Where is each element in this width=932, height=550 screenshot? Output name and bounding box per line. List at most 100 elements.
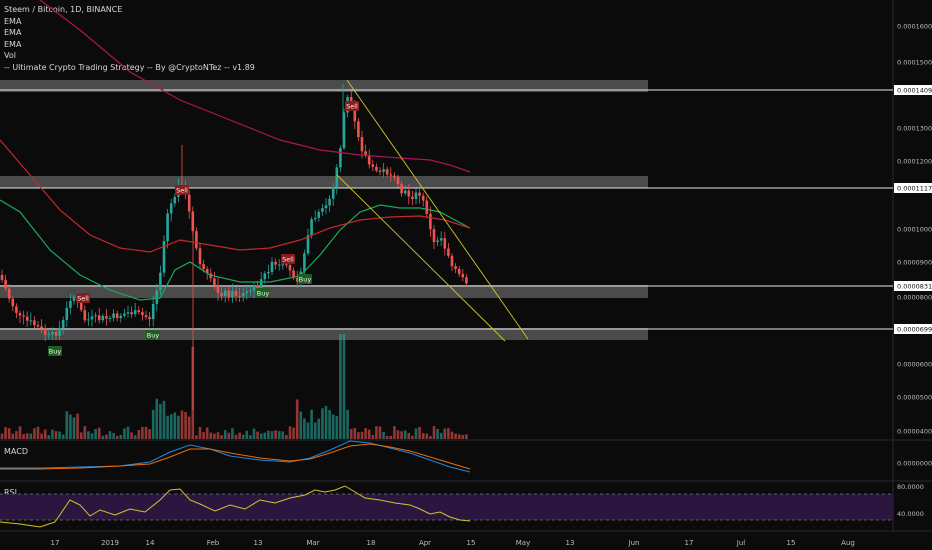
price-tick: 0.0000500 [897, 394, 932, 402]
volume-bar [324, 405, 328, 439]
candle-body [54, 331, 58, 336]
rsi-tick: 40.0000 [897, 510, 924, 518]
candle-body [87, 319, 90, 321]
volume-bar [263, 432, 267, 439]
signal-buy-marker[interactable] [256, 288, 270, 298]
candle-body [40, 326, 43, 329]
volume-bar [133, 435, 137, 439]
signal-sell-label: Sell [346, 103, 358, 111]
volume-bar [101, 435, 105, 439]
candle-body [144, 315, 148, 318]
volume-bar [328, 410, 331, 439]
candle-body [205, 269, 209, 274]
volume-bar [393, 426, 396, 439]
candle-body [436, 240, 439, 243]
candle-body [141, 312, 144, 316]
price-tick: 0.0001600 [897, 23, 932, 31]
volume-bar [130, 432, 133, 439]
candle-body [371, 164, 375, 167]
signal-sell-marker[interactable] [76, 293, 90, 303]
signal-sell-marker[interactable] [175, 185, 189, 195]
volume-bar [54, 431, 58, 439]
indicator-ema-2[interactable]: EMA [4, 28, 22, 37]
candle-body [4, 279, 7, 289]
volume-bar [321, 408, 324, 439]
time-label: Jun [628, 539, 640, 547]
volume-bar [216, 432, 220, 439]
candle-body [130, 312, 133, 315]
price-label-highlighted: 0.0000699 [897, 326, 932, 334]
volume-bar [317, 418, 321, 439]
time-label: 17 [51, 539, 60, 547]
volume-bar [295, 399, 299, 439]
signal-buy-label: Buy [49, 348, 62, 356]
candle-body [36, 325, 40, 327]
trendline-upper [346, 79, 529, 340]
candle-body [396, 176, 400, 185]
volume-bar [292, 427, 295, 439]
candle-body [69, 300, 72, 308]
candle-body [223, 290, 227, 297]
volume-bar [267, 430, 270, 439]
candle-body [331, 187, 335, 199]
candle-body [234, 291, 238, 296]
time-label: 13 [566, 539, 575, 547]
candle-body [421, 195, 425, 201]
signal-buy-marker[interactable] [48, 346, 62, 356]
sr-zone [0, 328, 648, 340]
indicator-ema-3[interactable]: EMA [4, 39, 22, 49]
volume-bar [169, 414, 173, 439]
candle-body [61, 320, 65, 328]
volume-bar [209, 432, 213, 439]
candle-body [367, 154, 371, 165]
volume-bar [331, 414, 335, 439]
candle-body [375, 166, 378, 171]
candle-body [429, 213, 432, 230]
candle-body [259, 279, 263, 290]
indicator-strategy[interactable]: -- Ultimate Crypto Trading Strategy -- B… [4, 62, 255, 72]
signal-sell-label: Sell [282, 256, 294, 264]
volume-bar [83, 426, 87, 439]
candle-body [407, 190, 411, 197]
volume-bar [303, 418, 306, 439]
symbol-title[interactable]: Steem / Bitcoin, 1D, BINANCE [4, 5, 123, 14]
volume-bar [447, 428, 450, 439]
volume-bar [285, 435, 288, 439]
indicator-ema-1[interactable]: EMA [4, 16, 22, 26]
candle-body [324, 205, 328, 209]
candle-body [155, 290, 159, 304]
candle-body [457, 268, 461, 274]
candle-body [47, 334, 51, 336]
volume-bar [375, 426, 378, 439]
signal-buy-marker[interactable] [298, 274, 312, 284]
price-label-box [894, 281, 932, 291]
candle-body [90, 316, 94, 320]
volume-bar [4, 427, 7, 439]
candle-body [292, 270, 295, 278]
indicator-volume[interactable]: Vol [4, 51, 16, 60]
candle-body [432, 229, 436, 243]
volume-bar [227, 432, 231, 439]
volume-bar [465, 434, 468, 439]
volume-bar [259, 433, 263, 439]
candle-body [198, 248, 202, 265]
candle-body [389, 174, 393, 176]
volume-bar [439, 433, 443, 439]
volume-bar [177, 415, 180, 439]
signal-buy-marker[interactable] [146, 330, 160, 340]
volume-bar [421, 433, 425, 439]
candle-body [274, 261, 277, 265]
signal-sell-marker[interactable] [281, 254, 295, 264]
candle-body [151, 303, 155, 320]
signal-sell-marker[interactable] [345, 101, 359, 111]
volume-bar [277, 431, 281, 439]
time-label: Aug [841, 539, 855, 547]
volume-bar [90, 433, 94, 439]
candle-body [403, 190, 407, 194]
candle-body [267, 272, 270, 274]
volume-bar [367, 429, 371, 439]
volume-bar [87, 431, 90, 439]
rsi-title: RSI [4, 488, 17, 497]
candle-body [339, 148, 342, 168]
